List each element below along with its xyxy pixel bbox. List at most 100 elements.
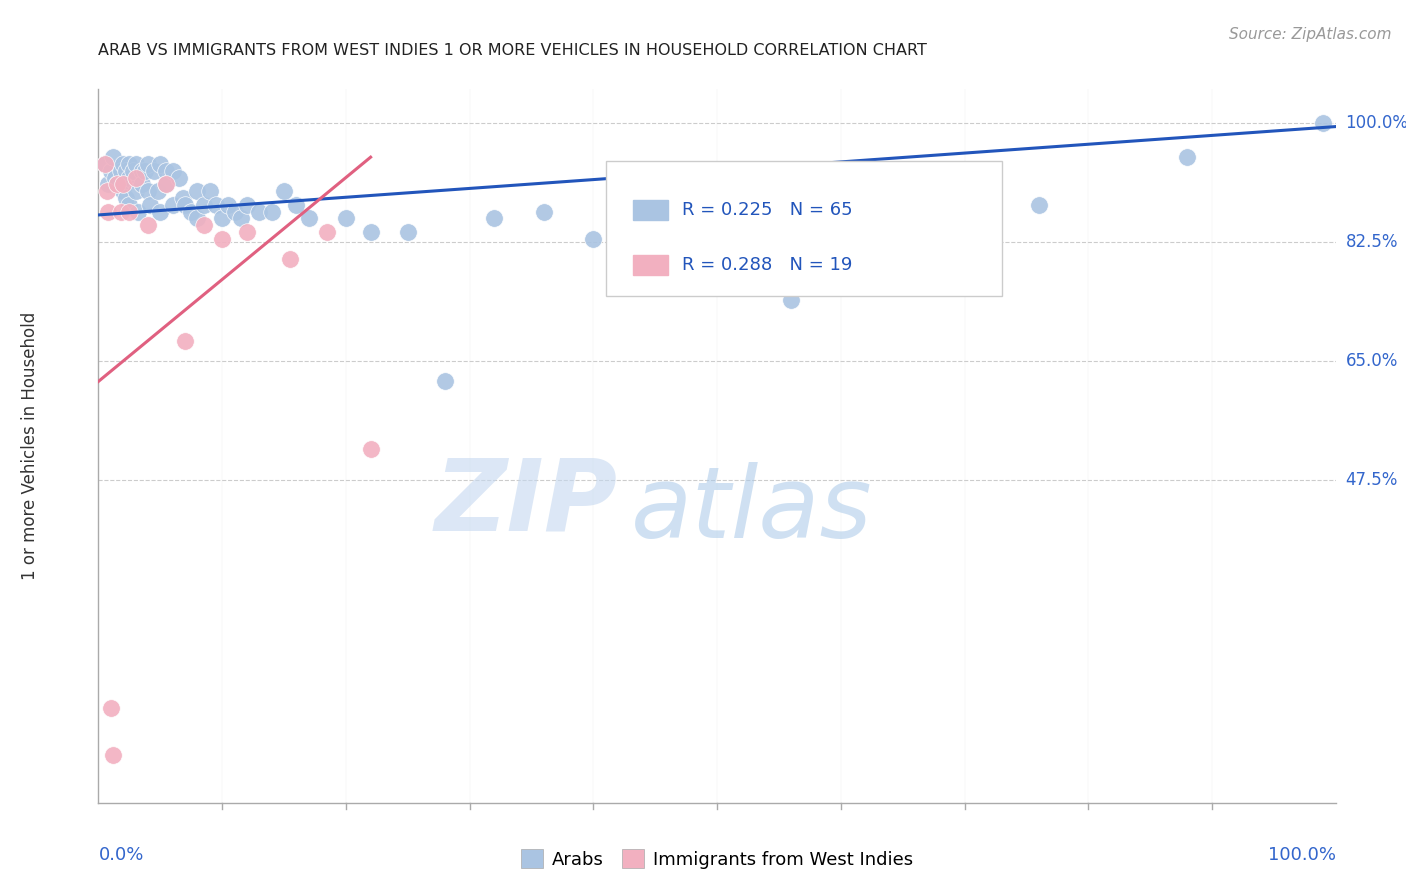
Point	[136, 157, 159, 171]
Point	[118, 198, 141, 212]
Point	[186, 211, 208, 226]
Point	[155, 178, 177, 192]
Point	[103, 150, 125, 164]
Point	[114, 163, 136, 178]
Point	[193, 218, 215, 232]
Text: R = 0.225   N = 65: R = 0.225 N = 65	[682, 202, 853, 219]
Text: ARAB VS IMMIGRANTS FROM WEST INDIES 1 OR MORE VEHICLES IN HOUSEHOLD CORRELATION : ARAB VS IMMIGRANTS FROM WEST INDIES 1 OR…	[98, 43, 928, 58]
Point	[236, 198, 259, 212]
Point	[285, 198, 308, 212]
Point	[143, 163, 166, 178]
Text: Source: ZipAtlas.com: Source: ZipAtlas.com	[1229, 27, 1392, 42]
Text: atlas: atlas	[630, 462, 872, 558]
Point	[316, 225, 339, 239]
Point	[146, 184, 169, 198]
Point	[273, 184, 295, 198]
Point	[335, 211, 357, 226]
Point	[484, 211, 506, 226]
Point	[780, 293, 803, 307]
Point	[122, 163, 145, 178]
Point	[110, 163, 132, 178]
Point	[97, 204, 120, 219]
Point	[149, 157, 172, 171]
Point	[118, 204, 141, 219]
Point	[396, 225, 419, 239]
Point	[131, 163, 153, 178]
Point	[93, 157, 115, 171]
Point	[149, 204, 172, 219]
Point	[93, 157, 115, 171]
Text: 100.0%: 100.0%	[1346, 114, 1406, 132]
FancyBboxPatch shape	[633, 255, 668, 275]
Point	[211, 211, 233, 226]
Point	[112, 178, 135, 192]
Point	[103, 748, 125, 763]
Point	[1312, 116, 1334, 130]
Point	[198, 184, 221, 198]
Text: ZIP: ZIP	[434, 455, 619, 551]
Point	[100, 163, 122, 178]
Point	[433, 375, 456, 389]
Point	[879, 198, 901, 212]
Point	[180, 204, 202, 219]
Point	[229, 211, 252, 226]
Point	[706, 238, 728, 252]
FancyBboxPatch shape	[606, 161, 1001, 296]
Text: 47.5%: 47.5%	[1346, 471, 1398, 489]
Point	[110, 204, 132, 219]
Point	[118, 157, 141, 171]
Point	[162, 163, 184, 178]
Point	[186, 184, 208, 198]
Point	[103, 170, 125, 185]
Point	[582, 232, 605, 246]
Point	[96, 184, 118, 198]
Point	[114, 191, 136, 205]
Point	[127, 204, 149, 219]
Point	[360, 225, 382, 239]
Legend: Arabs, Immigrants from West Indies: Arabs, Immigrants from West Indies	[515, 842, 920, 876]
Point	[278, 252, 301, 266]
Point	[172, 191, 194, 205]
Point	[217, 198, 239, 212]
Point	[224, 204, 246, 219]
Point	[211, 232, 233, 246]
Point	[97, 178, 120, 192]
Point	[124, 170, 146, 185]
Point	[136, 184, 159, 198]
Point	[205, 198, 228, 212]
Point	[155, 163, 177, 178]
Text: 82.5%: 82.5%	[1346, 233, 1398, 252]
Point	[124, 184, 146, 198]
Point	[298, 211, 321, 226]
Point	[533, 204, 555, 219]
Point	[134, 163, 156, 178]
Text: 1 or more Vehicles in Household: 1 or more Vehicles in Household	[21, 312, 39, 580]
Point	[100, 700, 122, 714]
Text: 65.0%: 65.0%	[1346, 352, 1398, 370]
Point	[112, 184, 135, 198]
FancyBboxPatch shape	[633, 200, 668, 220]
Point	[139, 198, 162, 212]
Point	[174, 198, 197, 212]
Point	[193, 198, 215, 212]
Point	[105, 178, 128, 192]
Point	[118, 170, 141, 185]
Point	[155, 178, 177, 192]
Point	[247, 204, 270, 219]
Point	[236, 225, 259, 239]
Point	[174, 334, 197, 348]
Point	[1175, 150, 1198, 164]
Point	[162, 198, 184, 212]
Point	[124, 157, 146, 171]
Point	[112, 157, 135, 171]
Point	[105, 178, 128, 192]
Text: 0.0%: 0.0%	[98, 846, 143, 863]
Text: 100.0%: 100.0%	[1268, 846, 1336, 863]
Point	[360, 442, 382, 457]
Text: R = 0.288   N = 19: R = 0.288 N = 19	[682, 256, 853, 274]
Point	[167, 170, 190, 185]
Point	[1028, 198, 1050, 212]
Point	[631, 198, 654, 212]
Point	[136, 218, 159, 232]
Point	[131, 178, 153, 192]
